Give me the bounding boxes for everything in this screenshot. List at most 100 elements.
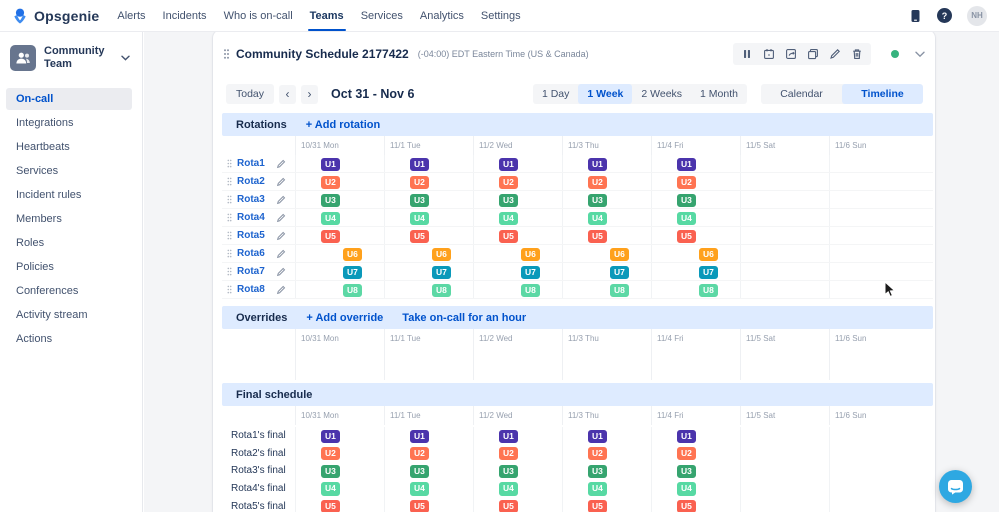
shift-badge[interactable]: U1 [676, 156, 697, 172]
edit-rotation-icon[interactable] [276, 267, 286, 277]
rotation-drag-handle-icon[interactable] [227, 159, 232, 168]
shift-badge[interactable]: U2 [409, 174, 430, 190]
shift-badge[interactable]: U1 [409, 156, 430, 172]
shift-badge[interactable]: U3 [587, 192, 608, 208]
rotation-name-link[interactable]: Rota5 [237, 230, 265, 241]
take-on-call-link[interactable]: Take on-call for an hour [402, 311, 527, 324]
user-avatar[interactable]: NH [967, 5, 987, 26]
add-rotation-link[interactable]: + Add rotation [305, 118, 381, 131]
shift-badge[interactable]: U2 [498, 174, 519, 190]
collapse-chevron-down-icon[interactable] [915, 51, 925, 58]
shift-badge[interactable]: U1 [587, 156, 608, 172]
rotation-drag-handle-icon[interactable] [227, 267, 232, 276]
shift-badge[interactable]: U4 [320, 481, 341, 497]
nav-item-alerts[interactable]: Alerts [117, 9, 146, 22]
shift-badge[interactable]: U5 [320, 228, 341, 244]
sidebar-item-policies[interactable]: Policies [16, 261, 54, 273]
shift-badge[interactable]: U6 [609, 246, 630, 262]
shift-badge[interactable]: U5 [320, 498, 341, 512]
nav-item-who-is-on-call[interactable]: Who is on-call [223, 9, 293, 22]
shift-badge[interactable]: U1 [320, 428, 341, 444]
shift-badge[interactable]: U6 [698, 246, 719, 262]
shift-badge[interactable]: U8 [609, 282, 630, 298]
shift-badge[interactable]: U5 [676, 498, 697, 512]
rotation-drag-handle-icon[interactable] [227, 213, 232, 222]
sidebar-item-services[interactable]: Services [16, 165, 59, 177]
shift-badge[interactable]: U1 [320, 156, 341, 172]
team-switcher[interactable]: Community Team [0, 32, 142, 84]
rotation-name-link[interactable]: Rota4 [237, 212, 265, 223]
shift-badge[interactable]: U2 [676, 446, 697, 462]
schedule-drag-handle-icon[interactable] [223, 48, 230, 60]
shift-badge[interactable]: U2 [587, 174, 608, 190]
opsgenie-logo[interactable]: Opsgenie [12, 8, 99, 24]
shift-badge[interactable]: U6 [342, 246, 363, 262]
pause-icon[interactable] [741, 48, 753, 60]
nav-item-analytics[interactable]: Analytics [419, 9, 464, 22]
shift-badge[interactable]: U3 [409, 463, 430, 480]
nav-item-services[interactable]: Services [360, 9, 403, 22]
mode-option-timeline[interactable]: Timeline [842, 84, 923, 104]
sidebar-item-activity-stream[interactable]: Activity stream [16, 309, 88, 321]
shift-badge[interactable]: U3 [676, 192, 697, 208]
shift-badge[interactable]: U4 [676, 481, 697, 497]
shift-badge[interactable]: U7 [520, 264, 541, 280]
shift-badge[interactable]: U3 [676, 463, 697, 480]
shift-badge[interactable]: U5 [587, 228, 608, 244]
edit-rotation-icon[interactable] [276, 177, 286, 187]
shift-badge[interactable]: U6 [431, 246, 452, 262]
shift-badge[interactable]: U4 [409, 481, 430, 497]
view-option-1-day[interactable]: 1 Day [541, 88, 570, 100]
chat-widget-button[interactable] [939, 470, 972, 503]
shift-badge[interactable]: U2 [676, 174, 697, 190]
shift-badge[interactable]: U5 [676, 228, 697, 244]
rotation-drag-handle-icon[interactable] [227, 231, 232, 240]
rotation-name-link[interactable]: Rota8 [237, 284, 265, 295]
shift-badge[interactable]: U8 [342, 282, 363, 298]
shift-badge[interactable]: U4 [587, 481, 608, 497]
rotation-name-link[interactable]: Rota7 [237, 266, 265, 277]
shift-badge[interactable]: U4 [320, 210, 341, 226]
shift-badge[interactable]: U2 [587, 446, 608, 462]
shift-badge[interactable]: U5 [587, 498, 608, 512]
rotation-name-link[interactable]: Rota6 [237, 248, 265, 259]
shift-badge[interactable]: U8 [520, 282, 541, 298]
help-icon[interactable]: ? [937, 8, 952, 23]
shift-badge[interactable]: U6 [520, 246, 541, 262]
edit-rotation-icon[interactable] [276, 195, 286, 205]
shift-badge[interactable]: U1 [498, 428, 519, 444]
shift-badge[interactable]: U2 [320, 446, 341, 462]
shift-badge[interactable]: U7 [342, 264, 363, 280]
nav-item-teams[interactable]: Teams [307, 0, 346, 31]
shift-badge[interactable]: U4 [498, 210, 519, 226]
shift-badge[interactable]: U4 [676, 210, 697, 226]
today-button[interactable]: Today [226, 83, 275, 105]
mobile-app-icon[interactable] [909, 9, 922, 23]
shift-badge[interactable]: U7 [609, 264, 630, 280]
shift-badge[interactable]: U3 [498, 192, 519, 208]
shift-badge[interactable]: U1 [676, 428, 697, 444]
sidebar-item-on-call[interactable]: On-call [6, 88, 132, 110]
sidebar-item-members[interactable]: Members [16, 213, 62, 225]
sidebar-item-integrations[interactable]: Integrations [16, 117, 74, 129]
shift-badge[interactable]: U5 [498, 228, 519, 244]
sidebar-item-conferences[interactable]: Conferences [16, 285, 79, 297]
edit-rotation-icon[interactable] [276, 159, 286, 169]
shift-badge[interactable]: U8 [698, 282, 719, 298]
shift-badge[interactable]: U1 [498, 156, 519, 172]
add-override-link[interactable]: + Add override [306, 311, 384, 324]
prev-week-button[interactable]: ‹ [279, 84, 297, 104]
rotation-name-link[interactable]: Rota1 [237, 158, 265, 169]
view-option-1-month[interactable]: 1 Month [700, 88, 738, 100]
shift-badge[interactable]: U5 [409, 228, 430, 244]
mode-option-calendar[interactable]: Calendar [780, 88, 823, 100]
sidebar-item-heartbeats[interactable]: Heartbeats [16, 141, 70, 153]
edit-rotation-icon[interactable] [276, 285, 286, 295]
sidebar-item-incident-rules[interactable]: Incident rules [16, 189, 82, 201]
shift-badge[interactable]: U2 [320, 174, 341, 190]
shift-badge[interactable]: U2 [498, 446, 519, 462]
rotation-drag-handle-icon[interactable] [227, 195, 232, 204]
shift-badge[interactable]: U1 [409, 428, 430, 444]
shift-badge[interactable]: U4 [498, 481, 519, 497]
edit-rotation-icon[interactable] [276, 249, 286, 259]
